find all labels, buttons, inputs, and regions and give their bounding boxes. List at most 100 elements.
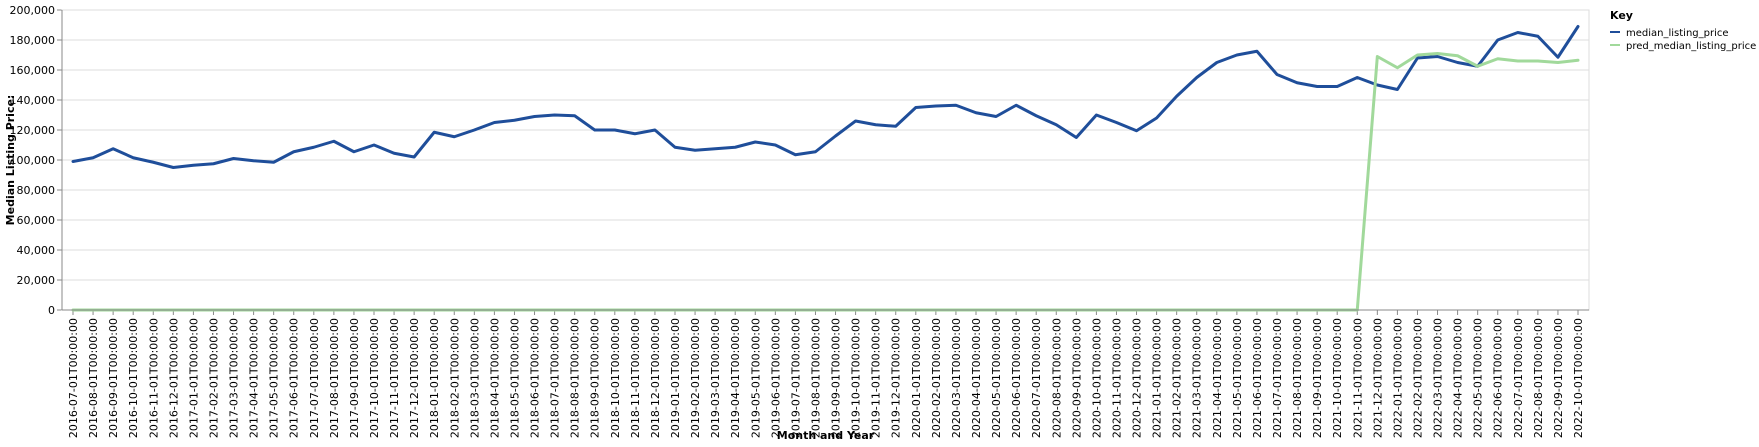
series-lines <box>71 25 1580 312</box>
series-line-median-listing-price <box>71 25 1580 169</box>
x-tick-label: 2018-01-01T00:00:00 <box>428 318 441 438</box>
x-tick-label: 2022-04-01T00:00:00 <box>1452 318 1465 438</box>
y-tick-label: 0 <box>48 304 55 317</box>
x-tick-label: 2021-01-01T00:00:00 <box>1151 318 1164 438</box>
x-tick-label: 2018-12-01T00:00:00 <box>649 318 662 438</box>
y-axis-title: Median Listing Price: <box>4 95 17 226</box>
x-tick-label: 2016-12-01T00:00:00 <box>167 318 180 438</box>
x-tick-label: 2020-12-01T00:00:00 <box>1131 318 1144 438</box>
x-tick-label: 2016-11-01T00:00:00 <box>147 318 160 438</box>
x-tick-label: 2017-01-01T00:00:00 <box>187 318 200 438</box>
x-tick-label: 2021-10-01T00:00:00 <box>1331 318 1344 438</box>
x-tick-label: 2020-01-01T00:00:00 <box>910 318 923 438</box>
y-tick-label: 40,000 <box>17 244 56 257</box>
y-tick-label: 140,000 <box>10 94 56 107</box>
y-axis-ticks: 0 20,000 40,000 60,000 80,000 100,000 120,000 1… <box>10 4 62 317</box>
y-tick-label: 20,000 <box>17 274 56 287</box>
x-tick-label: 2017-03-01T00:00:00 <box>228 318 241 438</box>
x-tick-label: 2022-08-01T00:00:00 <box>1532 318 1545 438</box>
x-tick-label: 2017-12-01T00:00:00 <box>408 318 421 438</box>
x-tick-label: 2017-07-01T00:00:00 <box>308 318 321 438</box>
x-tick-label: 2018-02-01T00:00:00 <box>448 318 461 438</box>
x-tick-label: 2018-09-01T00:00:00 <box>589 318 602 438</box>
x-tick-label: 2020-05-01T00:00:00 <box>990 318 1003 438</box>
y-tick-label: 160,000 <box>10 64 56 77</box>
y-tick-label: 80,000 <box>17 184 56 197</box>
x-tick-label: 2019-06-01T00:00:00 <box>769 318 782 438</box>
x-tick-label: 2019-02-01T00:00:00 <box>689 318 702 438</box>
x-tick-label: 2021-02-01T00:00:00 <box>1171 318 1184 438</box>
x-tick-label: 2021-12-01T00:00:00 <box>1371 318 1384 438</box>
x-tick-label: 2016-09-01T00:00:00 <box>107 318 120 438</box>
x-tick-label: 2019-03-01T00:00:00 <box>709 318 722 438</box>
x-tick-label: 2021-03-01T00:00:00 <box>1191 318 1204 438</box>
x-tick-label: 2021-04-01T00:00:00 <box>1211 318 1224 438</box>
x-tick-label: 2017-06-01T00:00:00 <box>288 318 301 438</box>
x-tick-label: 2021-09-01T00:00:00 <box>1311 318 1324 438</box>
x-tick-label: 2022-02-01T00:00:00 <box>1411 318 1424 438</box>
x-tick-label: 2022-10-01T00:00:00 <box>1572 318 1585 438</box>
y-tick-label: 120,000 <box>10 124 56 137</box>
x-tick-label: 2022-03-01T00:00:00 <box>1432 318 1445 438</box>
x-tick-label: 2016-08-01T00:00:00 <box>87 318 100 438</box>
x-tick-label: 2016-10-01T00:00:00 <box>127 318 140 438</box>
series-line-pred-median-listing-price <box>71 52 1580 312</box>
x-axis-title: Month and Year <box>777 429 875 442</box>
x-tick-label: 2018-03-01T00:00:00 <box>468 318 481 438</box>
x-tick-label: 2016-07-01T00:00:00 <box>67 318 80 438</box>
x-tick-label: 2019-09-01T00:00:00 <box>830 318 843 438</box>
x-tick-label: 2020-09-01T00:00:00 <box>1070 318 1083 438</box>
x-tick-label: 2017-08-01T00:00:00 <box>328 318 341 438</box>
x-axis-ticks: 2016-07-01T00:00:00 2016-08-01T00:00:00 20… <box>67 310 1585 438</box>
x-tick-label: 2018-04-01T00:00:00 <box>488 318 501 438</box>
x-tick-label: 2019-08-01T00:00:00 <box>809 318 822 438</box>
legend-title: Key <box>1610 9 1633 22</box>
x-tick-label: 2020-11-01T00:00:00 <box>1110 318 1123 438</box>
x-tick-label: 2022-01-01T00:00:00 <box>1391 318 1404 438</box>
x-tick-label: 2019-01-01T00:00:00 <box>669 318 682 438</box>
x-tick-label: 2019-05-01T00:00:00 <box>749 318 762 438</box>
x-tick-label: 2019-10-01T00:00:00 <box>850 318 863 438</box>
x-tick-label: 2022-07-01T00:00:00 <box>1512 318 1525 438</box>
x-tick-label: 2017-10-01T00:00:00 <box>368 318 381 438</box>
x-tick-label: 2020-10-01T00:00:00 <box>1090 318 1103 438</box>
x-tick-label: 2020-02-01T00:00:00 <box>930 318 943 438</box>
x-tick-label: 2019-07-01T00:00:00 <box>789 318 802 438</box>
legend-label: median_listing_price <box>1626 28 1729 39</box>
y-tick-label: 180,000 <box>10 34 56 47</box>
x-tick-label: 2020-08-01T00:00:00 <box>1050 318 1063 438</box>
x-tick-label: 2018-07-01T00:00:00 <box>549 318 562 438</box>
x-tick-label: 2021-07-01T00:00:00 <box>1271 318 1284 438</box>
x-tick-label: 2020-06-01T00:00:00 <box>1010 318 1023 438</box>
x-tick-label: 2018-08-01T00:00:00 <box>569 318 582 438</box>
x-tick-label: 2022-05-01T00:00:00 <box>1472 318 1485 438</box>
x-tick-label: 2022-06-01T00:00:00 <box>1492 318 1505 438</box>
x-tick-label: 2017-11-01T00:00:00 <box>388 318 401 438</box>
x-tick-label: 2020-03-01T00:00:00 <box>950 318 963 438</box>
x-tick-label: 2021-11-01T00:00:00 <box>1351 318 1364 438</box>
x-tick-label: 2019-04-01T00:00:00 <box>729 318 742 438</box>
legend: Key median_listing_price pred_median_list… <box>1610 9 1756 52</box>
y-tick-label: 100,000 <box>10 154 56 167</box>
x-tick-label: 2021-05-01T00:00:00 <box>1231 318 1244 438</box>
x-tick-label: 2020-04-01T00:00:00 <box>970 318 983 438</box>
x-tick-label: 2021-08-01T00:00:00 <box>1291 318 1304 438</box>
x-tick-label: 2019-12-01T00:00:00 <box>890 318 903 438</box>
x-tick-label: 2017-02-01T00:00:00 <box>207 318 220 438</box>
x-tick-label: 2020-07-01T00:00:00 <box>1030 318 1043 438</box>
x-tick-label: 2017-05-01T00:00:00 <box>268 318 281 438</box>
legend-items: median_listing_price pred_median_listing_… <box>1610 28 1756 52</box>
legend-label: pred_median_listing_price <box>1626 41 1756 52</box>
y-tick-label: 60,000 <box>17 214 56 227</box>
x-tick-label: 2018-11-01T00:00:00 <box>629 318 642 438</box>
y-tick-label: 200,000 <box>10 4 56 17</box>
x-tick-label: 2018-06-01T00:00:00 <box>529 318 542 438</box>
x-tick-label: 2022-09-01T00:00:00 <box>1552 318 1565 438</box>
x-tick-label: 2018-05-01T00:00:00 <box>508 318 521 438</box>
x-tick-label: 2021-06-01T00:00:00 <box>1251 318 1264 438</box>
x-tick-label: 2017-09-01T00:00:00 <box>348 318 361 438</box>
x-tick-label: 2017-04-01T00:00:00 <box>248 318 261 438</box>
x-tick-label: 2019-11-01T00:00:00 <box>870 318 883 438</box>
x-tick-label: 2018-10-01T00:00:00 <box>609 318 622 438</box>
